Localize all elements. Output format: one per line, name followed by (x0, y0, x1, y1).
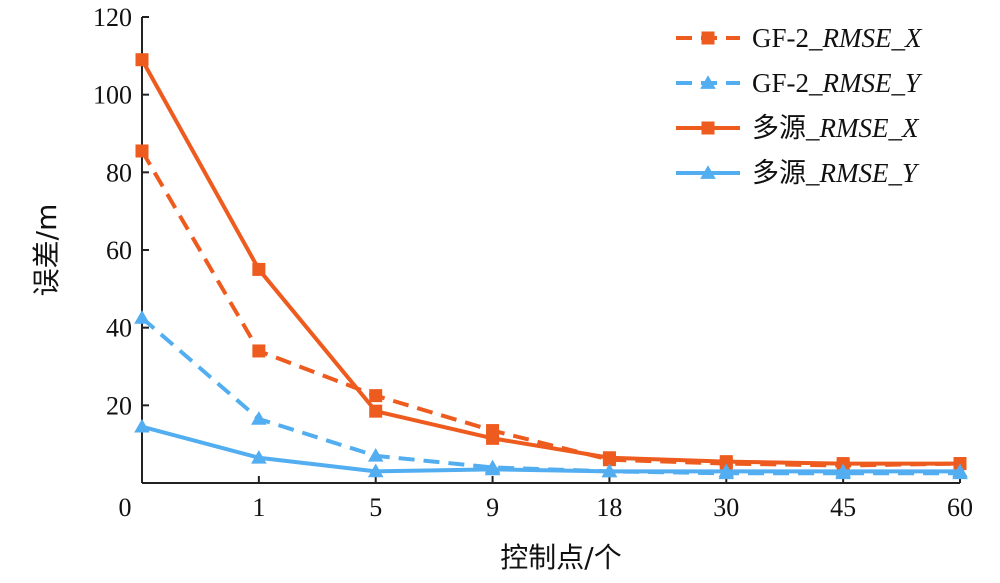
data-point (252, 262, 266, 276)
y-tick-label: 80 (106, 158, 132, 187)
x-axis-label: 控制点/个 (500, 541, 621, 574)
x-tick-label: 30 (713, 493, 739, 522)
data-point (369, 404, 383, 418)
data-point (134, 310, 150, 324)
y-tick-label: 40 (106, 314, 132, 343)
series-line (141, 424, 960, 474)
data-point (369, 389, 383, 403)
data-point (484, 461, 501, 476)
data-point (135, 144, 149, 158)
legend-item: GF-2_RMSE_X (676, 23, 923, 53)
data-point (700, 75, 716, 89)
series-3 (135, 53, 967, 471)
data-point (135, 53, 149, 67)
data-point (602, 451, 616, 465)
data-point (835, 463, 851, 478)
y-tick-label: 60 (106, 236, 132, 265)
y-tick-label: 0 (119, 493, 132, 522)
series-line (140, 149, 961, 468)
y-tick-label: 20 (106, 391, 132, 420)
data-point (700, 165, 716, 179)
data-point (134, 418, 150, 433)
data-point (601, 463, 618, 478)
data-point (252, 344, 266, 358)
legend-label: 多源_RMSE_Y (752, 158, 920, 188)
series-4 (134, 418, 968, 478)
tick-labels: 20 40 60 80 100 120 0 1 5 9 18 30 45 60 (93, 3, 973, 522)
series-group (134, 53, 968, 480)
x-tick-label: 60 (947, 493, 973, 522)
legend-item: GF-2_RMSE_Y (676, 68, 923, 98)
legend: GF-2_RMSE_X GF-2_RMSE_Y 多源_RMSE_X 多源_RMSE_Y (676, 23, 923, 188)
legend-label: 多源_RMSE_X (752, 113, 920, 143)
legend-label: GF-2_RMSE_X (752, 23, 923, 53)
x-tick-label: 18 (596, 493, 622, 522)
data-point (251, 449, 267, 464)
legend-item: 多源_RMSE_Y (676, 158, 920, 188)
legend-label: GF-2_RMSE_Y (752, 68, 923, 98)
y-tick-label: 120 (93, 3, 132, 32)
data-point (701, 121, 715, 135)
x-tick-label: 45 (830, 493, 856, 522)
y-tick-label: 100 (93, 81, 132, 110)
data-point (486, 431, 500, 445)
x-tick-label: 1 (252, 493, 265, 522)
data-point (718, 463, 735, 478)
data-point (719, 455, 733, 469)
x-tick-label: 9 (486, 493, 499, 522)
x-tick-label: 5 (369, 493, 382, 522)
data-point (367, 448, 384, 462)
data-point (367, 463, 384, 478)
series-line (140, 58, 960, 466)
y-axis-label: 误差/m (30, 204, 63, 297)
data-point (952, 463, 968, 478)
data-point (251, 411, 267, 425)
data-point (701, 31, 715, 45)
legend-item: 多源_RMSE_X (676, 113, 920, 143)
